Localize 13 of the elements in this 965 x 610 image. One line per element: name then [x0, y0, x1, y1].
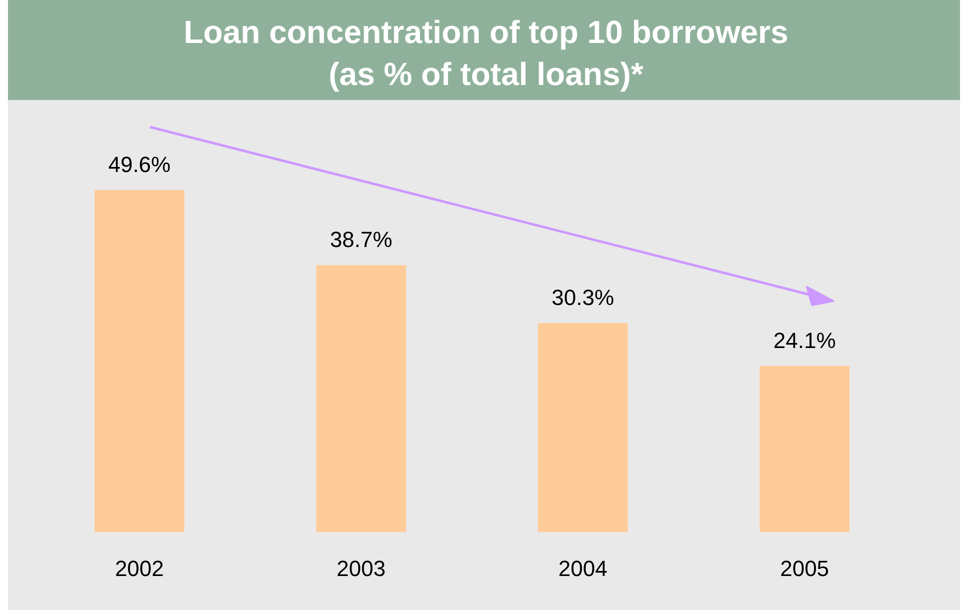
bar	[316, 265, 406, 532]
data-label: 38.7%	[330, 227, 392, 252]
x-tick-label: 2003	[336, 556, 386, 581]
data-label: 24.1%	[773, 328, 836, 353]
bar	[538, 323, 628, 532]
x-tick-label: 2004	[558, 556, 608, 581]
data-label: 49.6%	[108, 152, 171, 177]
data-label: 30.3%	[552, 285, 614, 310]
x-tick-label: 2005	[780, 556, 830, 581]
bar	[760, 366, 850, 532]
chart-title: Loan concentration of top 10 borrowers (as % of total loans)*	[184, 14, 788, 92]
x-tick-label: 2002	[114, 556, 164, 581]
bar	[94, 190, 184, 532]
